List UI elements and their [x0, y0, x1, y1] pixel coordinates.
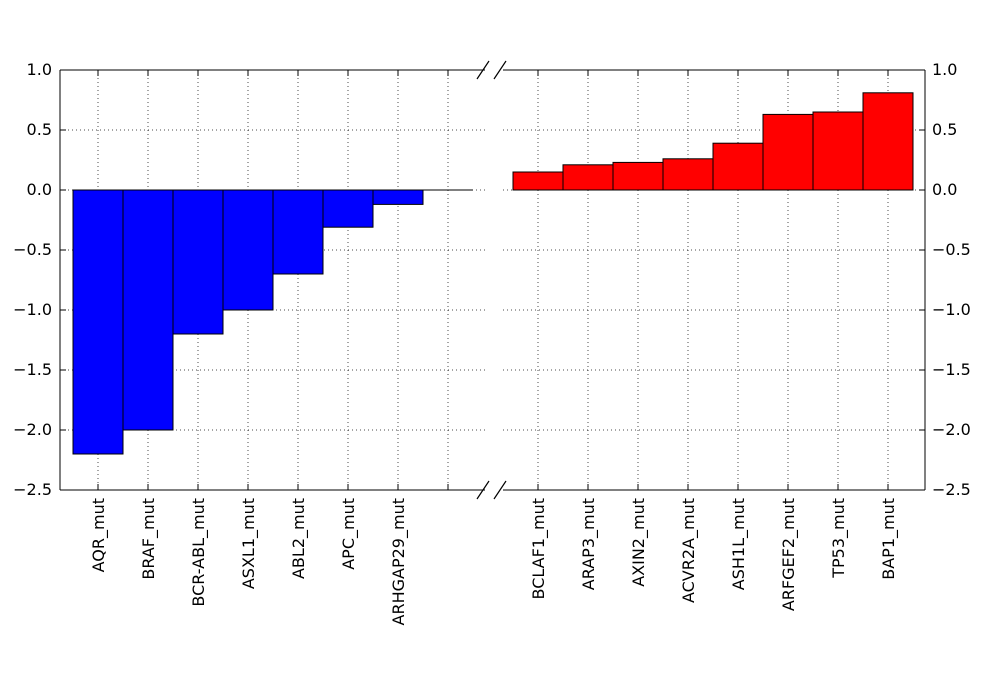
- x-tick-label: ASXL1_mut: [239, 498, 259, 589]
- x-tick-label: BCR-ABL_mut: [189, 498, 209, 607]
- y-tick-label-left: 1.0: [27, 60, 52, 79]
- bar-ASH1L_mut: [712, 142, 764, 191]
- x-tick-label: ARAP3_mut: [579, 498, 599, 590]
- y-tick-label-right: −1.5: [932, 360, 971, 379]
- bars-layer: [72, 92, 914, 455]
- x-tick-label: APC_mut: [339, 498, 359, 570]
- y-tick-label-left: −2.5: [13, 480, 52, 499]
- bar-BCLAF1_mut: [512, 171, 564, 191]
- y-tick-label-right: −2.5: [932, 480, 971, 499]
- y-tick-label-right: −2.0: [932, 420, 971, 439]
- bar-ARHGAP29_mut: [372, 189, 424, 205]
- x-tick-label: AQR_mut: [89, 498, 109, 572]
- x-tick-label: AXIN2_mut: [629, 498, 649, 587]
- axis-break-mark-1-0: [476, 480, 490, 500]
- bar-TP53_mut: [812, 111, 864, 191]
- y-tick-label-right: 0.0: [932, 180, 957, 199]
- x-tick-label: TP53_mut: [829, 498, 849, 579]
- y-tick-label-left: −0.5: [13, 240, 52, 259]
- x-tick-label: BRAF_mut: [139, 498, 159, 580]
- y-tick-label-right: −1.0: [932, 300, 971, 319]
- x-tick-label: ARHGAP29_mut: [389, 498, 409, 625]
- bar-BAP1_mut: [862, 92, 914, 191]
- y-tick-label-right: 0.5: [932, 120, 957, 139]
- bar-ABL2_mut: [272, 189, 324, 275]
- bar-ARFGEF2_mut: [762, 113, 814, 191]
- y-tick-label-right: −0.5: [932, 240, 971, 259]
- y-tick-label-left: −2.0: [13, 420, 52, 439]
- axis-break-mark-1-1: [493, 480, 507, 500]
- y-tick-label-left: −1.0: [13, 300, 52, 319]
- x-tick-label: ACVR2A_mut: [679, 498, 699, 603]
- axis-break-mark-0-1: [493, 60, 507, 80]
- bar-AXIN2_mut: [612, 161, 664, 191]
- y-tick-label-left: 0.5: [27, 120, 52, 139]
- y-tick-label-right: 1.0: [932, 60, 957, 79]
- labels-layer: 1.0 0.5 0.0 −0.5 −1.0 −1.5 −2.0 −2.5 AQR_mut BRAF…: [13, 60, 971, 625]
- bar-BRAF_mut: [122, 189, 174, 431]
- x-tick-label: BAP1_mut: [879, 498, 899, 580]
- y-tick-label-left: 0.0: [27, 180, 52, 199]
- x-tick-label: ASH1L_mut: [729, 498, 749, 590]
- bar-BCR-ABL_mut: [172, 189, 224, 335]
- bar-ARAP3_mut: [562, 164, 614, 191]
- axis-break-mark-0-0: [476, 60, 490, 80]
- bar-ASXL1_mut: [222, 189, 274, 311]
- x-tick-label: ABL2_mut: [289, 498, 309, 579]
- x-tick-label: BCLAF1_mut: [529, 498, 549, 599]
- bar-ACVR2A_mut: [662, 158, 714, 191]
- bar-APC_mut: [322, 189, 374, 228]
- axes-layer: [59, 60, 926, 500]
- y-tick-label-left: −1.5: [13, 360, 52, 379]
- bar-AQR_mut: [72, 189, 124, 455]
- x-tick-label: ARFGEF2_mut: [779, 498, 799, 611]
